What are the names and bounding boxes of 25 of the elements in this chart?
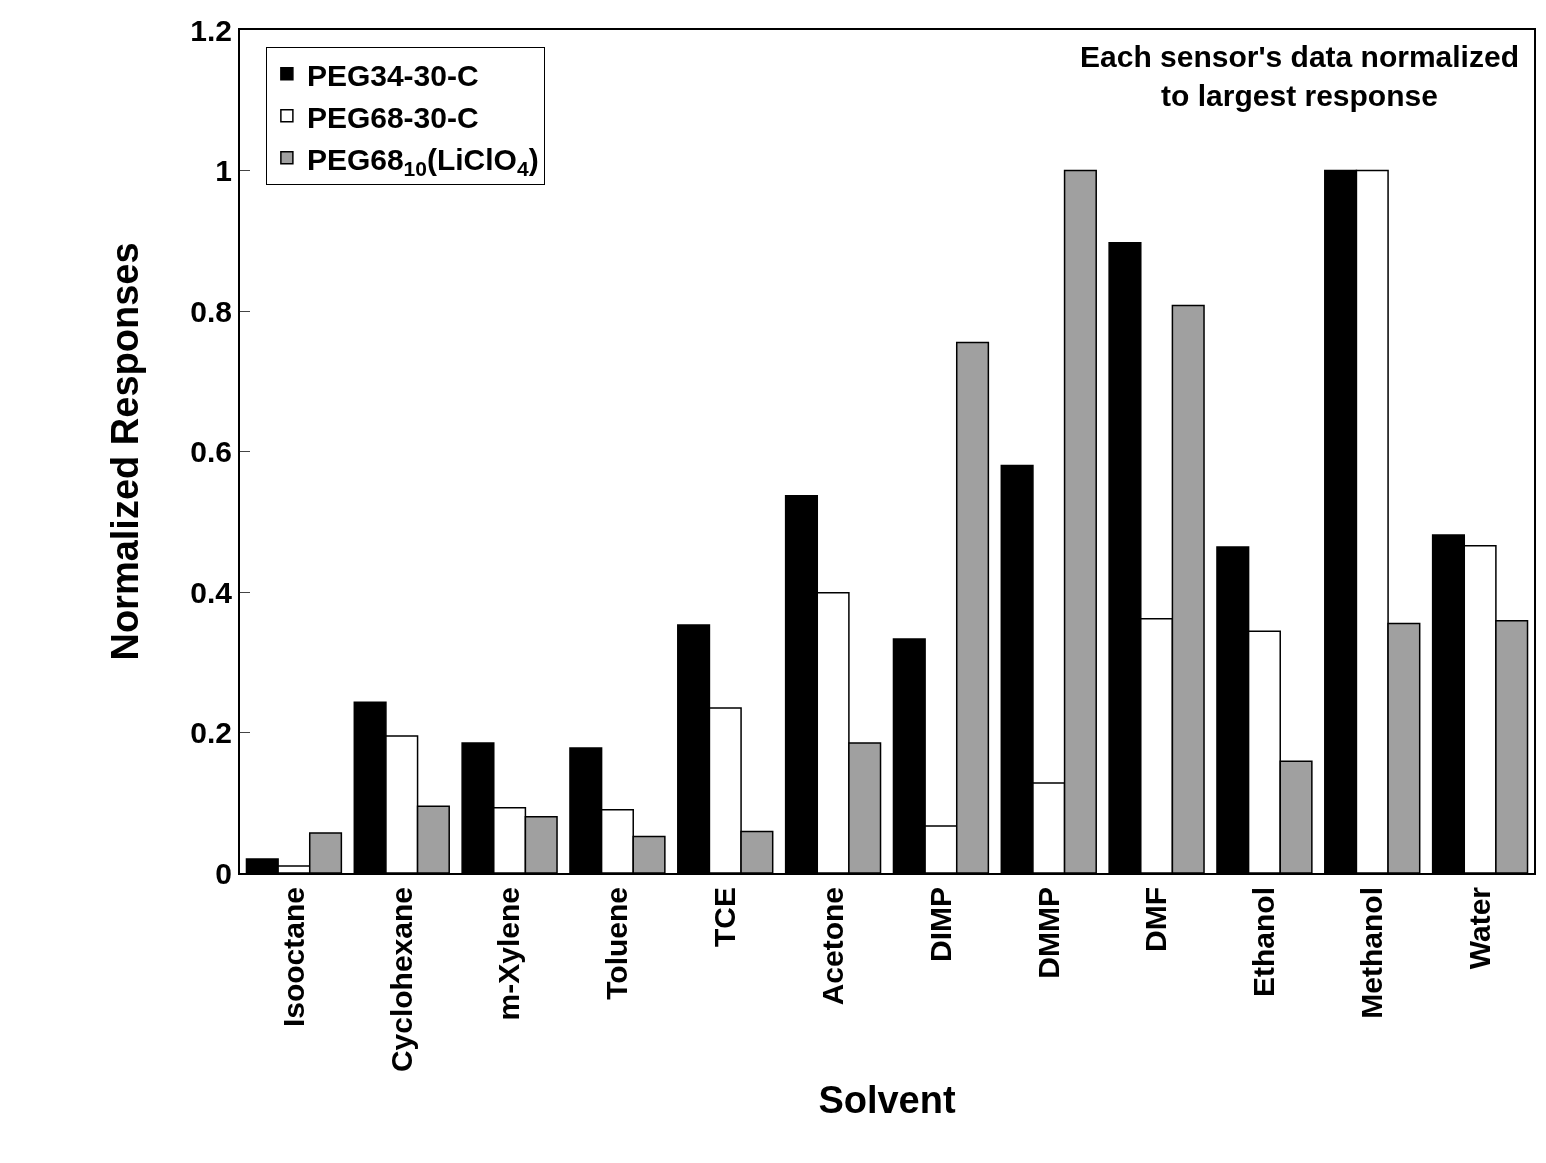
- y-tick-label: 1.2: [190, 13, 232, 47]
- x-tick-label: TCE: [708, 887, 741, 947]
- legend-label: PEG68-30-C: [306, 100, 479, 134]
- x-tick-label: Isooctane: [276, 887, 310, 1028]
- x-tick-label: Water: [1462, 886, 1496, 970]
- x-tick-label: Cyclohexane: [384, 887, 418, 1073]
- y-axis-title: Normalized Responses: [103, 242, 146, 661]
- legend-label: PEG34-30-C: [306, 58, 479, 92]
- x-tick-label: Toluene: [600, 887, 634, 1000]
- x-tick-label: DMMP: [1031, 887, 1065, 979]
- y-tick-label: 0.4: [190, 575, 233, 609]
- x-tick-label: m-Xylene: [492, 887, 526, 1021]
- legend-label: PEG68$_{10}$(LiClO$_{4}$): [306, 142, 539, 180]
- x-tick-label: Methanol: [1355, 887, 1388, 1019]
- x-tick-label: DMF: [1139, 887, 1173, 952]
- annotation: Each sensor's data normalized to largest response: [1080, 40, 1519, 112]
- y-tick-label: 0.2: [190, 716, 232, 749]
- x-tick-label: Acetone: [815, 887, 849, 1006]
- x-axis-title: Solvent: [818, 1078, 956, 1121]
- y-tick-label: 0.6: [190, 435, 232, 468]
- y-tick-label: 1: [215, 154, 232, 187]
- y-tick-label: 0: [215, 856, 232, 890]
- y-tick-label: 0.8: [190, 294, 232, 328]
- x-tick-label: DIMP: [923, 887, 957, 962]
- x-tick-label: Ethanol: [1247, 887, 1281, 997]
